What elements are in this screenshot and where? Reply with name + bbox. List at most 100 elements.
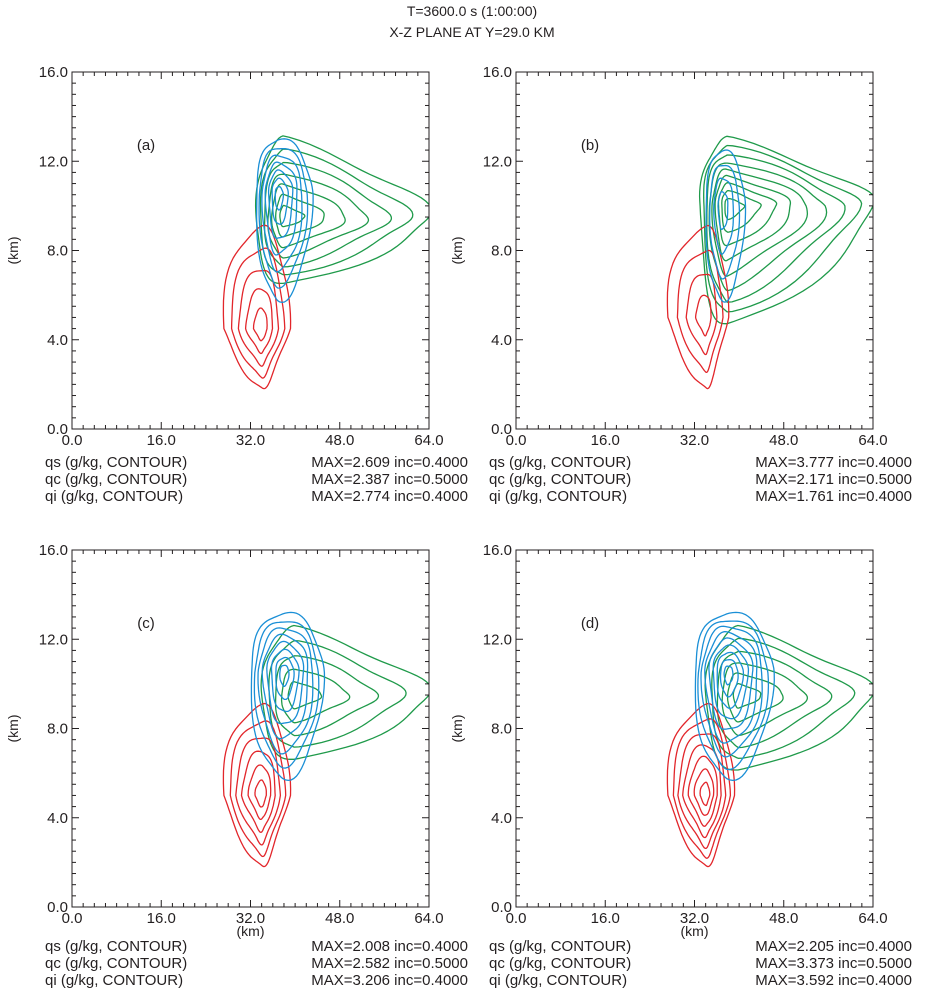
contour-line [257,627,314,755]
contour-line [706,154,846,303]
contour-line [271,177,289,225]
contour-line [704,630,758,744]
series-qi [255,138,314,304]
contour-line [693,768,715,816]
contour-line [700,625,763,758]
contour-line [708,637,754,730]
contour-line [274,186,285,211]
x-tick-label: 0.0 [62,910,83,927]
contour-line [716,650,833,749]
legend-series-name: qi (g/kg, CONTOUR) [45,488,183,505]
legend-series-stats: MAX=1.761 inc=0.4000 [755,488,912,505]
legend-series-name: qs (g/kg, CONTOUR) [45,938,187,955]
x-tick-label: 48.0 [769,910,798,927]
contour-layer [666,135,873,390]
y-tick-label: 8.0 [491,721,512,738]
contour-line [275,656,295,701]
legend: qs (g/kg, CONTOUR) MAX=2.008 inc=0.4000 qc… [45,938,468,989]
y-axis-label: (km) [449,715,465,743]
contour-line [694,611,775,782]
legend-series-name: qc (g/kg, CONTOUR) [489,955,631,972]
contour-line [694,294,712,337]
contour-line [687,755,718,827]
series-qi [250,611,326,782]
y-tick-label: 16.0 [483,64,512,81]
contour-line [714,174,792,262]
contour-line [222,702,292,868]
contour-line [275,193,325,238]
contour-line [230,247,286,379]
legend-series-name: qc (g/kg, CONTOUR) [45,471,187,488]
contour-line [264,161,298,256]
figure-plane-title: X-Z PLANE AT Y=29.0 KM [389,24,554,40]
x-tick-label: 16.0 [147,432,176,449]
legend-series-name: qs (g/kg, CONTOUR) [45,454,187,471]
x-tick-label: 16.0 [591,432,620,449]
panel-label: (d) [581,615,599,632]
contour-line [732,682,762,709]
x-tick-label: 48.0 [325,432,354,449]
legend-series-stats: MAX=3.592 inc=0.4000 [755,972,912,989]
y-tick-label: 16.0 [39,64,68,81]
legend-series-name: qs (g/kg, CONTOUR) [489,938,631,955]
contour-line [719,659,739,698]
contour-line [699,781,711,807]
contour-layer [222,611,429,868]
legend-series-stats: MAX=3.373 inc=0.5000 [755,955,912,972]
contour-line [266,640,305,725]
legend-series-stats: MAX=2.387 inc=0.5000 [311,471,468,488]
x-tick-label: 0.0 [62,432,83,449]
legend-series-name: qi (g/kg, CONTOUR) [489,972,627,989]
contour-line [717,190,729,231]
contour-line [254,779,267,808]
y-tick-label: 12.0 [39,153,68,170]
y-tick-label: 0.0 [491,421,512,438]
y-tick-label: 4.0 [47,810,68,827]
legend-series-stats: MAX=3.777 inc=0.4000 [755,454,912,471]
panel-grid: 0.0 16.0 32.0 48.0 64.0 0.0 4.0 8.0 12.0 16.0 (km)… [5,64,912,989]
contour-line [672,718,732,859]
legend-series-stats: MAX=2.774 inc=0.4000 [311,488,468,505]
contour-line [716,651,745,709]
contour-line [235,737,282,846]
contour-line [713,177,735,255]
contour-line [711,168,809,277]
contour-line [704,624,873,771]
panel-label: (c) [137,615,155,632]
contour-line [274,655,380,737]
series-qs [260,624,429,760]
legend-series-name: qi (g/kg, CONTOUR) [489,488,627,505]
x-tick-label: 32.0 [236,910,265,927]
contour-line [247,764,272,821]
x-tick-label: 64.0 [858,910,887,927]
contour-line [252,307,268,342]
legend-series-stats: MAX=2.582 inc=0.5000 [311,955,468,972]
contour-line [703,144,863,313]
panel-c: 0.0 16.0 32.0 48.0 64.0 0.0 4.0 8.0 12.0 16.0 (km)… [5,542,468,989]
contour-line [723,665,734,686]
legend-series-stats: MAX=2.171 inc=0.5000 [755,471,912,488]
plot-frame [515,549,874,908]
contour-line [705,149,747,303]
series-qc [222,224,292,390]
series-qi [694,611,775,782]
legend: qs (g/kg, CONTOUR) MAX=2.609 inc=0.4000 qc… [45,454,468,505]
legend-series-stats: MAX=2.609 inc=0.4000 [311,454,468,471]
contour-line [270,648,300,713]
y-tick-label: 12.0 [483,153,512,170]
contour-line [712,644,750,720]
contour-line [267,173,370,259]
panel-d: 0.0 16.0 32.0 48.0 64.0 0.0 4.0 8.0 12.0 16.0 (km)… [449,542,912,989]
contour-line [250,611,326,782]
x-tick-label: 32.0 [680,910,709,927]
panel-a: 0.0 16.0 32.0 48.0 64.0 0.0 4.0 8.0 12.0 16.0 (km)… [5,64,468,505]
y-axis-label: (km) [449,237,465,265]
contour-line [666,702,736,868]
figure-time-title: T=3600.0 s (1:00:00) [407,3,537,19]
x-tick-label: 32.0 [236,432,265,449]
panel-label: (b) [581,137,599,154]
contour-line [697,620,770,771]
contour-layer [666,611,873,868]
y-tick-label: 12.0 [483,631,512,648]
contour-line [711,637,856,759]
